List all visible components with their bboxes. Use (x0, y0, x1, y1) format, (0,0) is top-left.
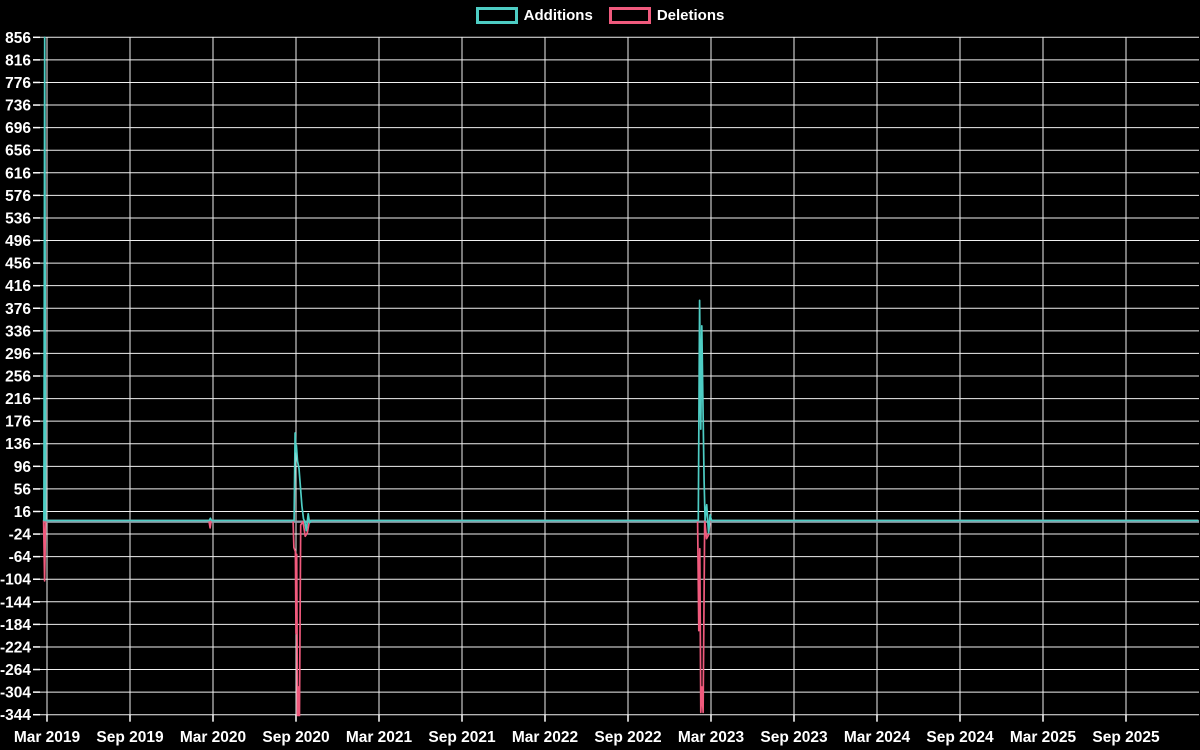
x-tick-label: Mar 2024 (844, 729, 911, 746)
legend-label-additions: Additions (523, 7, 593, 24)
x-tick-label: Sep 2020 (262, 729, 329, 746)
y-tick-label: 376 (5, 301, 31, 318)
x-gridlines: Mar 2019 Sep 2019 Mar 2020 Sep 2020 Mar 2021… (14, 37, 1160, 746)
y-tick-label: 776 (5, 75, 31, 92)
x-tick-label: Sep 2023 (760, 729, 828, 746)
y-tick-label: 256 (5, 369, 31, 386)
y-tick-label: 856 (5, 30, 31, 47)
y-tick-label: 216 (5, 391, 31, 408)
y-tick-label: -184 (0, 617, 31, 634)
y-tick-label: -104 (0, 572, 31, 589)
y-tick-label: -344 (0, 707, 31, 724)
chart-legend: Additions Deletions (0, 7, 1200, 24)
x-tick-label: Mar 2023 (678, 729, 745, 746)
y-tick-label: 616 (5, 165, 31, 182)
y-tick-label: 16 (14, 504, 32, 521)
x-tick-label: Mar 2021 (346, 729, 413, 746)
x-tick-label: Sep 2022 (594, 729, 661, 746)
x-tick-label: Mar 2022 (512, 729, 578, 746)
y-tick-label: 336 (5, 323, 31, 340)
y-tick-label: 416 (5, 278, 31, 295)
y-tick-label: -304 (0, 685, 31, 702)
additions-line-series (43, 36, 1199, 534)
y-tick-label: 816 (5, 52, 31, 69)
additions-swatch-icon (475, 7, 518, 24)
x-tick-label: Sep 2021 (428, 729, 496, 746)
y-tick-label: 56 (14, 481, 32, 498)
legend-label-deletions: Deletions (656, 7, 725, 24)
y-tick-label: 656 (5, 143, 31, 160)
y-tick-label: 536 (5, 210, 31, 227)
y-tick-label: 136 (5, 436, 31, 453)
x-tick-label: Mar 2025 (1010, 729, 1077, 746)
y-tick-label: -224 (0, 639, 31, 656)
y-tick-label: 576 (5, 188, 31, 205)
y-tick-label: -24 (9, 527, 32, 544)
x-tick-label: Sep 2025 (1092, 729, 1160, 746)
y-tick-label: -64 (9, 549, 32, 566)
deletions-swatch-icon (608, 7, 651, 24)
y-gridlines: 856 816 776 736 696 656 616 576 536 496 456 416 376 3… (0, 30, 1199, 724)
y-tick-label: -264 (0, 662, 31, 679)
x-tick-label: Sep 2024 (926, 729, 994, 746)
x-tick-label: Mar 2020 (180, 729, 246, 746)
legend-item-additions[interactable]: Additions (475, 7, 593, 24)
x-tick-label: Mar 2019 (14, 729, 81, 746)
deletions-line-series (42, 519, 1199, 717)
y-tick-label: 296 (5, 346, 31, 363)
legend-item-deletions[interactable]: Deletions (608, 7, 725, 24)
y-tick-label: 456 (5, 256, 31, 273)
y-tick-label: -144 (0, 594, 31, 611)
y-tick-label: 176 (5, 414, 31, 431)
y-tick-label: 496 (5, 233, 31, 250)
y-tick-label: 96 (14, 459, 32, 476)
y-tick-label: 736 (5, 98, 31, 115)
x-tick-label: Sep 2019 (96, 729, 164, 746)
y-tick-label: 696 (5, 120, 31, 137)
